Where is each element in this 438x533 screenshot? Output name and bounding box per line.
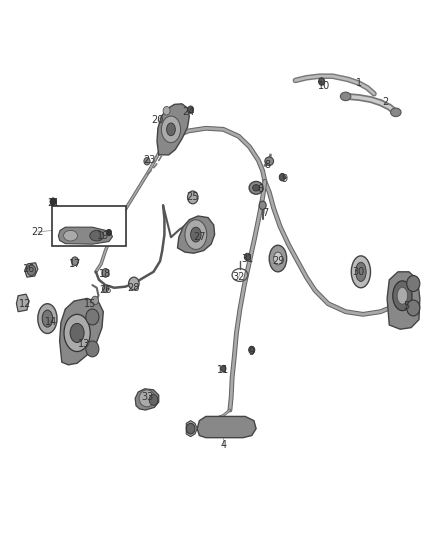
Text: 26: 26 — [99, 286, 112, 295]
Ellipse shape — [86, 309, 99, 325]
Text: 28: 28 — [127, 283, 140, 293]
Polygon shape — [157, 104, 189, 155]
Text: 17: 17 — [69, 259, 81, 269]
Ellipse shape — [221, 366, 226, 372]
Ellipse shape — [407, 276, 420, 292]
Ellipse shape — [92, 296, 99, 305]
Ellipse shape — [356, 262, 366, 281]
Ellipse shape — [259, 201, 266, 209]
Ellipse shape — [106, 229, 112, 236]
Text: 10: 10 — [318, 81, 330, 91]
Text: 15: 15 — [84, 298, 96, 309]
Ellipse shape — [340, 92, 351, 101]
Text: 30: 30 — [353, 267, 365, 277]
Ellipse shape — [90, 230, 104, 241]
Ellipse shape — [149, 394, 158, 405]
Ellipse shape — [27, 265, 35, 276]
Ellipse shape — [187, 191, 198, 204]
Ellipse shape — [166, 123, 175, 136]
Text: 9: 9 — [249, 346, 255, 357]
Ellipse shape — [407, 300, 420, 316]
Text: 22: 22 — [32, 227, 44, 237]
Polygon shape — [135, 389, 159, 410]
Ellipse shape — [70, 324, 84, 343]
Ellipse shape — [86, 341, 99, 357]
Ellipse shape — [269, 245, 287, 272]
Polygon shape — [186, 421, 197, 437]
Text: 2: 2 — [382, 96, 388, 107]
Ellipse shape — [393, 281, 412, 311]
Ellipse shape — [38, 304, 57, 334]
Polygon shape — [16, 294, 29, 312]
Ellipse shape — [265, 157, 274, 165]
Ellipse shape — [244, 253, 251, 261]
Ellipse shape — [139, 390, 155, 407]
Text: 1: 1 — [356, 78, 362, 88]
Text: 13: 13 — [78, 338, 90, 349]
Polygon shape — [25, 263, 38, 277]
Ellipse shape — [351, 256, 371, 288]
Ellipse shape — [187, 106, 194, 114]
Text: 31: 31 — [241, 254, 254, 263]
Text: 18: 18 — [99, 270, 112, 279]
Text: 12: 12 — [18, 298, 31, 309]
Text: 4: 4 — [220, 440, 226, 450]
Text: 5: 5 — [404, 301, 410, 311]
Text: 33: 33 — [141, 392, 153, 402]
Ellipse shape — [391, 108, 401, 117]
Ellipse shape — [71, 257, 78, 265]
Text: 14: 14 — [45, 317, 57, 327]
Ellipse shape — [318, 78, 325, 85]
Ellipse shape — [102, 285, 109, 293]
Polygon shape — [197, 416, 256, 438]
Ellipse shape — [144, 158, 150, 165]
Ellipse shape — [129, 277, 139, 290]
Ellipse shape — [163, 107, 170, 115]
Text: 29: 29 — [272, 256, 284, 266]
Text: 24: 24 — [182, 107, 194, 117]
Ellipse shape — [64, 230, 78, 241]
Text: 23: 23 — [143, 155, 155, 165]
Text: 11: 11 — [217, 365, 230, 375]
Ellipse shape — [186, 423, 195, 434]
Polygon shape — [60, 298, 103, 365]
Text: 7: 7 — [262, 208, 268, 219]
Ellipse shape — [397, 287, 408, 304]
Text: 32: 32 — [233, 272, 245, 282]
Text: 21: 21 — [47, 198, 59, 208]
Ellipse shape — [161, 116, 180, 143]
Ellipse shape — [50, 198, 56, 205]
Ellipse shape — [274, 252, 283, 265]
Ellipse shape — [42, 310, 53, 327]
Ellipse shape — [64, 314, 90, 352]
Ellipse shape — [102, 269, 109, 277]
Text: 20: 20 — [152, 115, 164, 125]
Polygon shape — [387, 272, 420, 329]
Polygon shape — [58, 227, 113, 244]
Ellipse shape — [191, 227, 201, 242]
Polygon shape — [177, 216, 215, 253]
Text: 9: 9 — [282, 174, 288, 184]
Text: 8: 8 — [264, 160, 270, 171]
Text: 25: 25 — [187, 192, 199, 203]
FancyBboxPatch shape — [52, 206, 126, 246]
Text: 16: 16 — [23, 264, 35, 274]
Text: 6: 6 — [258, 184, 264, 195]
Text: 27: 27 — [193, 232, 205, 243]
Ellipse shape — [253, 184, 260, 191]
Ellipse shape — [249, 181, 263, 194]
Ellipse shape — [279, 173, 286, 181]
Ellipse shape — [185, 220, 207, 249]
Text: 19: 19 — [97, 231, 110, 241]
Ellipse shape — [249, 346, 255, 354]
